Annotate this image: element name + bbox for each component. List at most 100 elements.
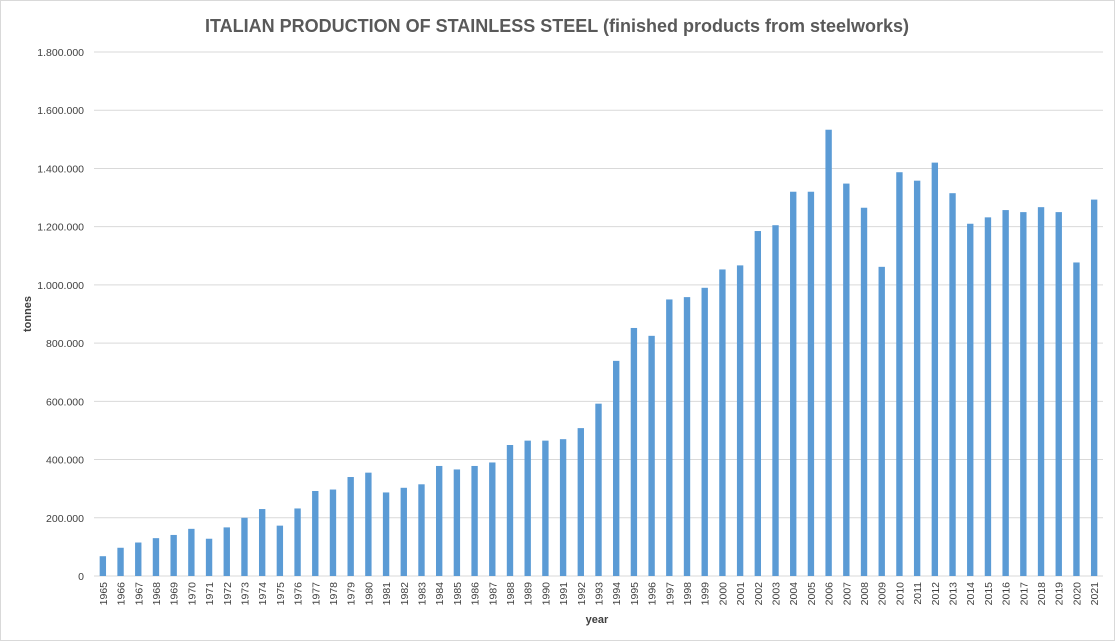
x-tick-label: 1970 [186,582,198,606]
bar-1989 [524,440,531,576]
bar-1975 [276,525,284,576]
bar-1994 [613,360,620,576]
x-tick-label: 1984 [434,582,446,606]
bar-2005 [807,191,815,576]
x-tick-label: 1982 [399,582,411,606]
x-tick-label: 2011 [912,582,924,605]
x-tick-label: 1974 [257,582,269,606]
x-tick-label: 1990 [540,582,552,606]
x-tick-label: 1991 [558,582,570,606]
x-tick-label: 1983 [416,582,428,606]
y-tick-label: 1.600.000 [37,105,84,117]
bar-2001 [736,265,744,576]
x-tick-label: 1999 [700,582,712,606]
x-tick-label: 2021 [1089,582,1101,606]
bar-2013 [949,193,956,576]
x-tick-label: 2020 [1071,582,1083,606]
x-tick-label: 1988 [505,582,517,606]
bars [99,129,1098,577]
x-tick-label: 2001 [735,582,747,606]
bar-1980 [365,472,372,576]
bar-2008 [860,207,868,576]
x-tick-label: 2016 [1001,582,1013,606]
bar-2016 [1002,210,1009,576]
bar-2004 [790,191,797,576]
bar-1972 [223,527,230,576]
x-tick-label: 1986 [470,582,482,606]
bar-1970 [188,528,195,576]
x-tick-label: 1981 [381,582,393,606]
x-tick-label: 1980 [363,582,375,606]
bar-1977 [312,490,319,576]
bar-1981 [382,492,390,576]
x-tick-label: 2004 [788,582,800,606]
y-tick-label: 0 [78,571,84,583]
bar-2006 [825,129,832,576]
bar-1969 [170,534,177,576]
y-tick-label: 600.000 [46,396,84,408]
y-axis-ticks: 0 200.000 400.000 600.000 800.000 1.000.000 1.… [37,47,84,583]
bar-1985 [453,469,461,576]
x-tick-label: 1972 [222,582,234,606]
bar-1997 [666,299,673,576]
bar-1990 [542,440,549,576]
x-tick-label: 1995 [629,582,641,606]
x-tick-label: 1973 [239,582,251,606]
bar-1967 [135,542,142,576]
bar-1976 [294,508,301,576]
x-tick-label: 1968 [151,582,163,606]
bar-1992 [577,428,584,576]
chart-title: ITALIAN PRODUCTION OF STAINLESS STEEL (f… [205,16,909,36]
y-tick-label: 1.400.000 [37,163,84,175]
bar-1993 [595,403,602,576]
bar-2007 [843,183,850,577]
bar-2015 [984,217,992,576]
x-tick-label: 1996 [647,582,659,606]
x-tick-label: 1976 [293,582,305,606]
bar-2019 [1055,212,1062,576]
x-tick-label: 1987 [487,582,499,606]
bar-2018 [1037,207,1045,576]
x-tick-label: 1979 [346,582,358,606]
x-tick-label: 1971 [204,582,216,606]
bar-2017 [1020,212,1027,576]
x-tick-label: 1993 [594,582,606,606]
y-axis-title: tonnes [22,296,34,332]
y-tick-label: 200.000 [46,513,84,525]
x-tick-label: 1992 [576,582,588,606]
bar-1979 [347,477,354,576]
x-axis-title: year [586,614,609,626]
x-tick-label: 2010 [894,582,906,606]
x-tick-label: 2002 [753,582,765,606]
x-tick-label: 1975 [275,582,287,606]
bar-1971 [205,538,213,576]
bar-1973 [241,517,248,576]
x-tick-label: 2006 [824,582,836,606]
x-tick-label: 1967 [133,582,145,606]
bar-1995 [630,327,638,576]
x-tick-label: 2012 [930,582,942,606]
x-tick-label: 2003 [771,582,783,606]
y-tick-label: 1.000.000 [37,280,84,292]
bar-1966 [117,547,124,576]
x-axis-ticks: 1965 1966 1967 1968 1969 1970 1971 1972 1973 1974… [98,582,1101,606]
x-tick-label: 1994 [611,582,623,606]
x-tick-label: 1977 [310,582,322,606]
x-tick-label: 2005 [806,582,818,606]
bar-1984 [435,465,443,576]
x-tick-label: 2007 [841,582,853,606]
y-tick-label: 1.800.000 [37,47,84,59]
bar-1999 [701,287,708,576]
x-tick-label: 1998 [682,582,694,606]
x-tick-label: 1969 [169,582,181,606]
bar-2002 [754,231,762,577]
x-tick-label: 1989 [523,582,535,606]
bar-1968 [152,538,160,576]
bar-1998 [683,297,691,576]
x-tick-label: 2014 [965,582,977,606]
x-tick-label: 2015 [983,582,995,606]
bar-2003 [772,225,779,576]
x-tick-label: 2009 [877,582,889,606]
